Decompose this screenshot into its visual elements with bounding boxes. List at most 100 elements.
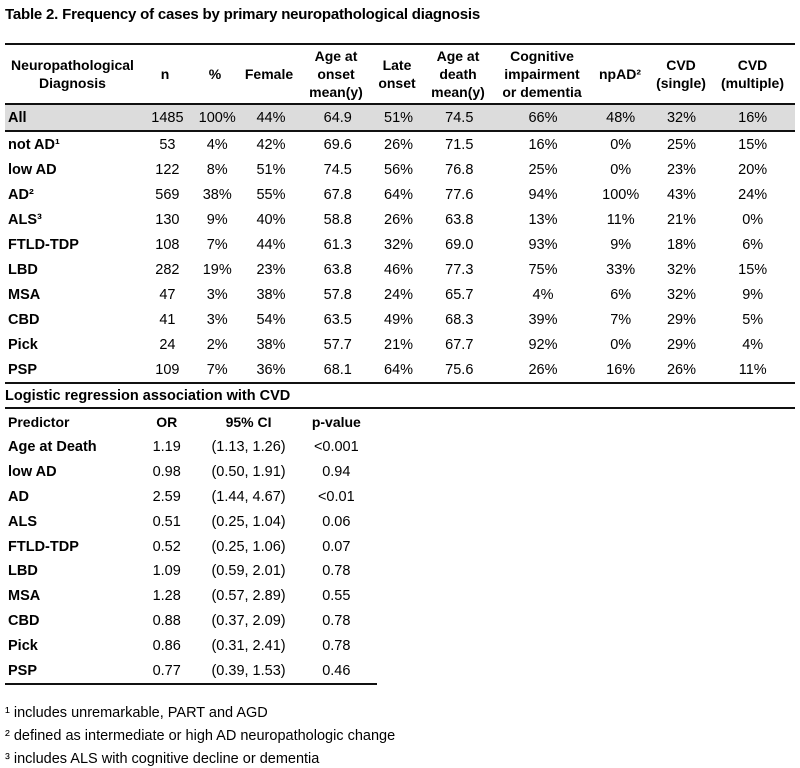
table-cell: 74.5	[323, 161, 352, 178]
row-label: ALS³	[8, 211, 42, 228]
column-header-female: Female	[244, 66, 294, 82]
table-cell: 130	[155, 211, 180, 228]
table-cell: 122	[155, 161, 180, 178]
table-cell: 1.09	[152, 563, 181, 580]
table-cell: 69.6	[323, 136, 352, 153]
table-cell: 0.88	[152, 612, 181, 629]
row-label: AD²	[8, 186, 34, 203]
row-label: not AD¹	[8, 136, 60, 153]
table-cell: 75.6	[445, 361, 474, 378]
table-cell: 67.7	[445, 336, 474, 353]
table-cell: 63.8	[445, 211, 474, 228]
table-row: low AD 122 8% 51% 74.5 56% 76.8 25% 0% 23% 20%	[5, 157, 795, 182]
regression-table-body: Age at Death 1.19 (1.13, 1.26) <0.001 low AD…	[5, 435, 377, 683]
table-cell: 55%	[256, 186, 286, 203]
table-cell: 53	[159, 136, 176, 153]
table-cell: 9%	[742, 286, 764, 303]
table-cell: 0.55	[322, 588, 351, 605]
table-row: PSP 0.77 (0.39, 1.53) 0.46	[5, 658, 377, 683]
table-cell: 3%	[206, 311, 228, 328]
table-cell: 42%	[256, 136, 286, 153]
table-cell: 0.52	[152, 538, 181, 555]
table-row: CBD 0.88 (0.37, 2.09) 0.78	[5, 609, 377, 634]
table-cell: 15%	[738, 136, 768, 153]
table-cell: 32%	[666, 261, 696, 278]
table-cell: 0%	[610, 336, 632, 353]
table-cell: 57.7	[323, 336, 352, 353]
table-cell: 47	[159, 286, 176, 303]
table-cell: 9%	[206, 211, 228, 228]
table-cell: 4%	[206, 136, 228, 153]
column-header-npad: npAD²	[599, 66, 641, 82]
table-cell: 26%	[384, 211, 414, 228]
table-cell: 18%	[666, 236, 696, 253]
table-cell: 49%	[384, 311, 414, 328]
main-table-header-row: Neuropathological Diagnosis n % Female A…	[5, 45, 795, 105]
table-row: Age at Death 1.19 (1.13, 1.26) <0.001	[5, 435, 377, 460]
footnote-1: ¹ includes unremarkable, PART and AGD	[5, 705, 268, 721]
table-row: low AD 0.98 (0.50, 1.91) 0.94	[5, 460, 377, 485]
table-row: FTLD-TDP 108 7% 44% 61.3 32% 69.0 93% 9% 18% 6%	[5, 232, 795, 257]
table-cell: 32%	[666, 286, 696, 303]
table-cell: 77.3	[445, 261, 474, 278]
regression-section-title-row: Logistic regression association with CVD	[5, 384, 795, 409]
table-row: AD² 569 38% 55% 67.8 64% 77.6 94% 100% 43% 24%	[5, 182, 795, 207]
table-cell: 58.8	[323, 211, 352, 228]
row-label: Pick	[8, 637, 38, 654]
table-cell: 61.3	[323, 236, 352, 253]
table-cell: (0.37, 2.09)	[211, 612, 286, 629]
table-cell: 6%	[742, 236, 764, 253]
table-cell: 75%	[528, 261, 558, 278]
table-cell: 1.28	[152, 588, 181, 605]
table-cell: 24	[159, 336, 176, 353]
table-cell: 23%	[256, 261, 286, 278]
table-cell: <0.001	[313, 439, 359, 456]
table-cell: 0.07	[322, 538, 351, 555]
table-row: Pick 24 2% 38% 57.7 21% 67.7 92% 0% 29% 4%	[5, 332, 795, 357]
table-cell: 16%	[528, 136, 558, 153]
table-row: ALS³ 130 9% 40% 58.8 26% 63.8 13% 11% 21% 0%	[5, 207, 795, 232]
row-label: CBD	[8, 612, 40, 629]
table-row: MSA 47 3% 38% 57.8 24% 65.7 4% 6% 32% 9%	[5, 282, 795, 307]
table-cell: 77.6	[445, 186, 474, 203]
table-cell: 7%	[610, 311, 632, 328]
column-header-age-at-death: Age at death mean(y)	[431, 48, 485, 100]
footnotes: ¹ includes unremarkable, PART and AGD ² …	[5, 702, 395, 768]
row-label: AD	[8, 488, 29, 505]
table-cell: 16%	[738, 109, 768, 126]
row-label: PSP	[8, 361, 38, 378]
table-cell: 38%	[202, 186, 232, 203]
table-cell: 29%	[666, 311, 696, 328]
table-row: CBD 41 3% 54% 63.5 49% 68.3 39% 7% 29% 5%	[5, 307, 795, 332]
column-header-pvalue: p-value	[311, 414, 361, 430]
table-cell: 51%	[384, 109, 414, 126]
table-cell: 33%	[606, 261, 636, 278]
table-cell: 25%	[528, 161, 558, 178]
row-label: PSP	[8, 662, 38, 679]
table-cell: 65.7	[445, 286, 474, 303]
table-cell: 13%	[528, 211, 558, 228]
row-label: LBD	[8, 261, 38, 278]
table-cell: 63.8	[323, 261, 352, 278]
table-cell: 100%	[602, 186, 640, 203]
table-cell: 0%	[742, 211, 764, 228]
table-cell: 0.94	[322, 464, 351, 481]
row-label: Pick	[8, 336, 38, 353]
table-cell: 48%	[606, 109, 636, 126]
table-cell: (0.39, 1.53)	[211, 662, 286, 679]
table-cell: 36%	[256, 361, 286, 378]
table-cell: 43%	[666, 186, 696, 203]
column-header-diagnosis: Neuropathological Diagnosis	[11, 57, 134, 91]
table-cell: 26%	[384, 136, 414, 153]
column-header-cognitive-impairment: Cognitive impairment or dementia	[502, 48, 582, 100]
table-row: LBD 1.09 (0.59, 2.01) 0.78	[5, 559, 377, 584]
table-row: ALS 0.51 (0.25, 1.04) 0.06	[5, 509, 377, 534]
main-table: Neuropathological Diagnosis n % Female A…	[5, 43, 795, 384]
table-cell: 1.19	[152, 439, 181, 456]
regression-header-row: Predictor OR 95% CI p-value	[5, 409, 377, 435]
table-row: AD 2.59 (1.44, 4.67) <0.01	[5, 485, 377, 510]
table-cell: 69.0	[445, 236, 474, 253]
table-cell: 21%	[666, 211, 696, 228]
table-cell: 32%	[666, 109, 696, 126]
